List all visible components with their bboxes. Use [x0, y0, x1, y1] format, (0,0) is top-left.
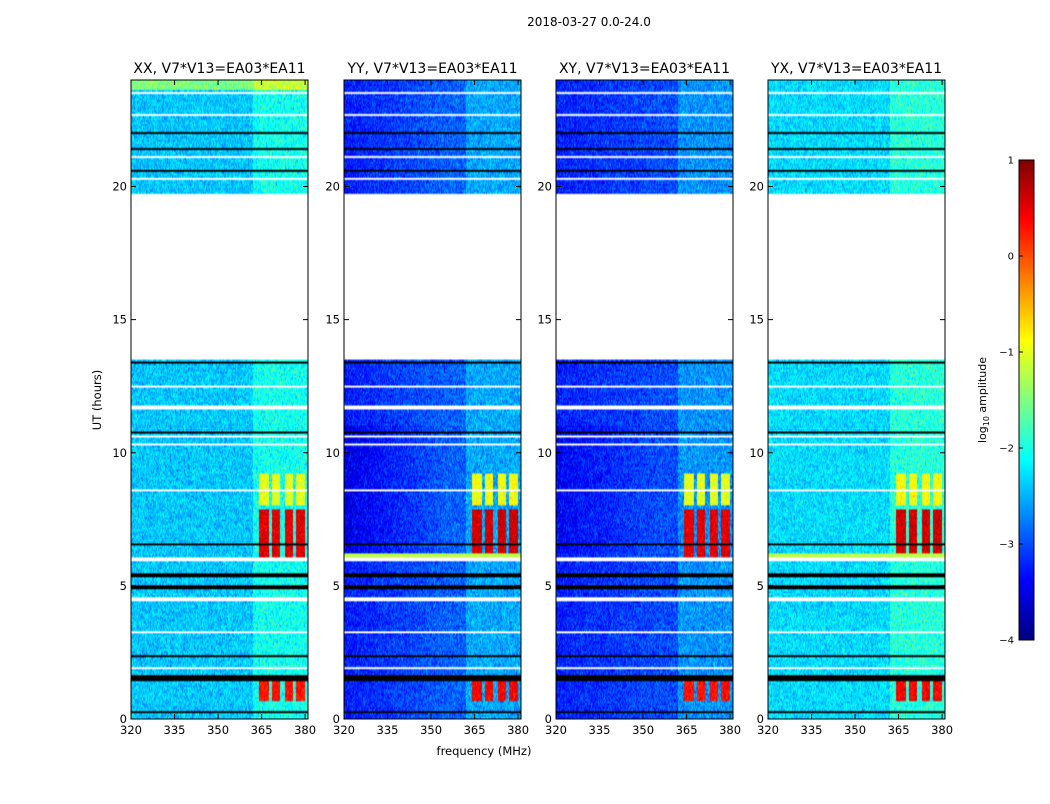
- panel-frame: [555, 79, 734, 720]
- x-tick-label: 350: [420, 723, 442, 737]
- colorbar-label: log10 amplitude: [976, 357, 991, 443]
- x-tick-label: 365: [676, 723, 698, 737]
- colorbar-tick-label: 0: [1008, 252, 1014, 263]
- y-tick-label: 20: [325, 180, 340, 194]
- y-tick-label: 20: [749, 180, 764, 194]
- panel-frame: [767, 79, 946, 720]
- colorbar-tick-label: 1: [1008, 156, 1014, 167]
- y-tick-label: 15: [537, 313, 552, 327]
- y-axis-label: UT (hours): [90, 370, 104, 430]
- x-tick-label: 335: [589, 723, 611, 737]
- spectrogram-image: [344, 80, 521, 719]
- y-tick-label: 10: [537, 446, 552, 460]
- x-tick-label: 350: [207, 723, 229, 737]
- x-tick-label: 365: [464, 723, 486, 737]
- panel-yx: YX, V7*V13=EA03*EA11 320 335 350 365 380 0 5 10 1…: [749, 61, 953, 737]
- y-tick-label: 20: [112, 180, 127, 194]
- y-tick-label: 5: [120, 579, 127, 593]
- panels-group: XX, V7*V13=EA03*EA11 320 335 350 365 380 0 5 10 1…: [112, 61, 953, 737]
- y-tick-label: 5: [545, 579, 552, 593]
- x-tick-label: 335: [377, 723, 399, 737]
- x-tick-label: 335: [801, 723, 823, 737]
- panel-frame: [343, 79, 522, 720]
- panel-xy: XY, V7*V13=EA03*EA11 320 335 350 365 380 0 5 10 1…: [537, 61, 741, 737]
- x-tick-label: 350: [844, 723, 866, 737]
- panel-yy: YY, V7*V13=EA03*EA11 320 335 350 365 380 0 5 10 1…: [325, 61, 529, 737]
- x-axis-label: frequency (MHz): [437, 744, 532, 758]
- panel-title: YX, V7*V13=EA03*EA11: [770, 61, 942, 77]
- y-tick-label: 5: [333, 579, 340, 593]
- panel-title: YY, V7*V13=EA03*EA11: [346, 61, 517, 77]
- panel-xx: XX, V7*V13=EA03*EA11 320 335 350 365 380 0 5 10 1…: [112, 61, 316, 737]
- y-tick-label: 0: [120, 712, 127, 726]
- x-tick-label: 365: [251, 723, 273, 737]
- x-tick-label: 320: [120, 723, 142, 737]
- y-tick-label: 0: [333, 712, 340, 726]
- panel-title: XY, V7*V13=EA03*EA11: [559, 61, 730, 77]
- spectrogram-image: [768, 80, 945, 719]
- y-tick-label: 20: [537, 180, 552, 194]
- y-tick-label: 15: [749, 313, 764, 327]
- y-tick-label: 15: [325, 313, 340, 327]
- y-tick-label: 0: [757, 712, 764, 726]
- x-tick-label: 380: [719, 723, 741, 737]
- colorbar-gradient: [1018, 159, 1035, 641]
- x-tick-label: 320: [757, 723, 779, 737]
- panel-title: XX, V7*V13=EA03*EA11: [133, 61, 305, 77]
- colorbar: −4 −3 −2 −1 0 1 log10 amplitude: [976, 156, 1035, 647]
- colorbar-tick-label: −2: [999, 444, 1014, 455]
- y-tick-label: 10: [325, 446, 340, 460]
- colorbar-tick-label: −3: [999, 540, 1014, 551]
- x-tick-label: 350: [632, 723, 654, 737]
- y-tick-label: 15: [112, 313, 127, 327]
- spectrogram-image: [131, 80, 308, 719]
- x-tick-label: 320: [333, 723, 355, 737]
- panel-frame: [130, 79, 309, 720]
- x-tick-label: 320: [545, 723, 567, 737]
- x-tick-label: 335: [164, 723, 186, 737]
- colorbar-tick-label: −1: [999, 348, 1014, 359]
- y-tick-label: 10: [112, 446, 127, 460]
- figure-suptitle: 2018-03-27 0.0-24.0: [527, 15, 651, 29]
- x-tick-label: 380: [931, 723, 953, 737]
- x-tick-label: 380: [507, 723, 529, 737]
- y-tick-label: 0: [545, 712, 552, 726]
- colorbar-tick-label: −4: [999, 636, 1014, 647]
- x-tick-label: 365: [888, 723, 910, 737]
- x-tick-label: 380: [294, 723, 316, 737]
- y-tick-label: 10: [749, 446, 764, 460]
- y-tick-label: 5: [757, 579, 764, 593]
- spectrogram-image: [556, 80, 733, 719]
